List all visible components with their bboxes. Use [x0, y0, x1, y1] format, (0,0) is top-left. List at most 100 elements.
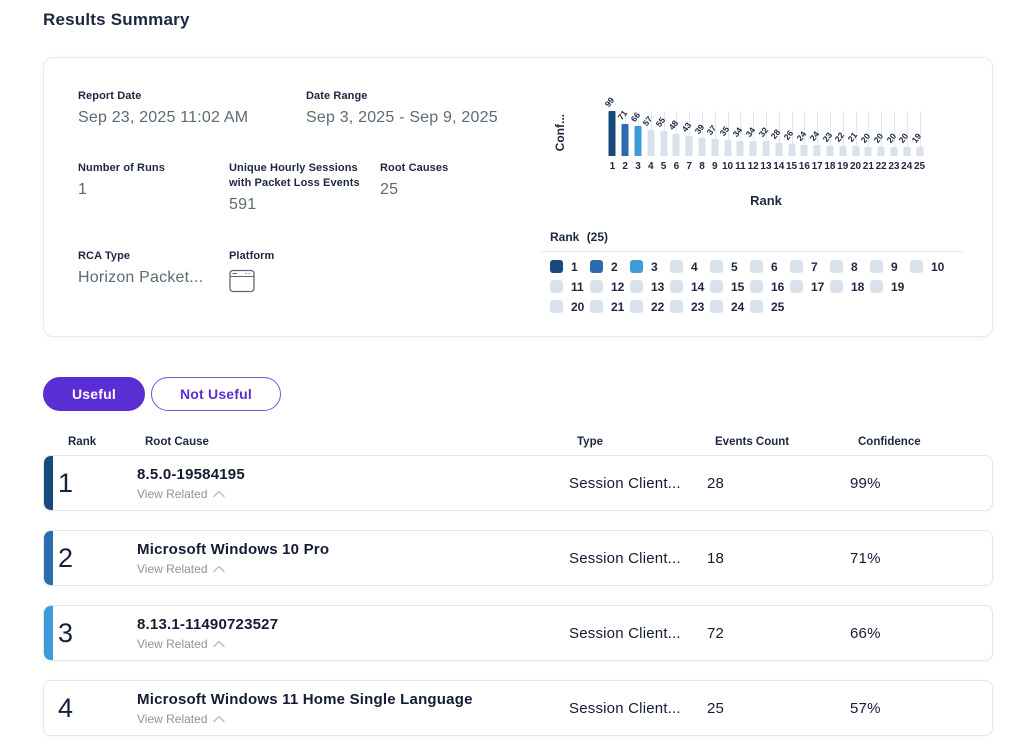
bar-rank-18[interactable]	[826, 146, 833, 156]
root-cause-name: Microsoft Windows 11 Home Single Languag…	[137, 691, 569, 708]
field-unique-sessions: Unique Hourly Sessions with Packet Loss …	[229, 161, 369, 214]
bar-cell: 55	[657, 111, 670, 156]
legend-item-rank-13[interactable]: 13	[630, 280, 670, 293]
legend-item-rank-18[interactable]: 18	[830, 280, 870, 293]
bar-rank-6[interactable]	[673, 134, 680, 156]
row-confidence: 66%	[850, 625, 992, 642]
bar-rank-7[interactable]	[686, 136, 693, 156]
bar-stem-line	[792, 111, 793, 144]
bar-rank-23[interactable]	[890, 147, 897, 156]
legend-item-label: 20	[571, 301, 584, 313]
legend-item-rank-23[interactable]: 23	[670, 300, 710, 313]
bar-rank-3[interactable]	[634, 126, 641, 156]
chart-legend: Rank (25) 123456789101112131415161718192…	[541, 230, 963, 320]
row-events-count: 25	[707, 700, 850, 717]
bar-stem-line	[779, 111, 780, 143]
bar-value-label: 24	[808, 129, 821, 142]
view-related-link[interactable]: View Related	[137, 637, 569, 651]
legend-swatch	[750, 300, 763, 313]
bar-rank-21[interactable]	[865, 147, 872, 156]
bar-rank-17[interactable]	[814, 145, 821, 156]
bar-stem-line	[740, 111, 741, 141]
x-tick-label: 2	[619, 162, 632, 172]
bar-rank-16[interactable]	[801, 145, 808, 156]
useful-button[interactable]: Useful	[43, 377, 145, 411]
legend-item-label: 4	[691, 261, 698, 273]
row-type: Session Client...	[569, 475, 707, 492]
x-tick-label: 5	[657, 162, 670, 172]
view-related-link[interactable]: View Related	[137, 562, 569, 576]
bar-rank-13[interactable]	[762, 141, 769, 156]
bar-rank-19[interactable]	[839, 146, 846, 156]
legend-item-rank-14[interactable]: 14	[670, 280, 710, 293]
bar-rank-1[interactable]	[609, 111, 616, 156]
bar-rank-12[interactable]	[750, 141, 757, 156]
bar-rank-2[interactable]	[622, 124, 629, 156]
bar-cell: 24	[811, 111, 824, 156]
chart-x-tick-labels: 1234567891011121314151617181920212223242…	[606, 162, 926, 172]
legend-item-rank-19[interactable]: 19	[870, 280, 910, 293]
legend-item-rank-1[interactable]: 1	[550, 260, 590, 273]
bar-rank-24[interactable]	[903, 147, 910, 156]
x-tick-label: 20	[849, 162, 862, 172]
view-related-link[interactable]: View Related	[137, 712, 569, 726]
legend-swatch	[750, 280, 763, 293]
view-related-link[interactable]: View Related	[137, 487, 569, 501]
bar-rank-11[interactable]	[737, 141, 744, 156]
legend-item-label: 9	[891, 261, 898, 273]
legend-item-rank-16[interactable]: 16	[750, 280, 790, 293]
confidence-bar-chart: Conf... 99716657554843393735343432282624…	[541, 58, 994, 338]
legend-item-rank-12[interactable]: 12	[590, 280, 630, 293]
chart-y-axis-label: Conf...	[553, 103, 567, 163]
bar-rank-22[interactable]	[878, 147, 885, 156]
bar-value-label: 34	[731, 125, 744, 138]
legend-item-rank-20[interactable]: 20	[550, 300, 590, 313]
legend-item-rank-9[interactable]: 9	[870, 260, 910, 273]
legend-item-label: 2	[611, 261, 618, 273]
bar-cell: 99	[606, 111, 619, 156]
row-root-cause: Microsoft Windows 11 Home Single Languag…	[137, 691, 569, 726]
bar-stem-line	[753, 111, 754, 141]
table-row-rank-3: 38.13.1-11490723527View RelatedSession C…	[43, 605, 993, 661]
not-useful-button[interactable]: Not Useful	[151, 377, 281, 411]
bar-rank-4[interactable]	[647, 130, 654, 156]
legend-swatch	[910, 260, 923, 273]
bar-rank-10[interactable]	[724, 140, 731, 156]
legend-item-label: 24	[731, 301, 744, 313]
legend-item-rank-5[interactable]: 5	[710, 260, 750, 273]
bar-rank-9[interactable]	[711, 139, 718, 156]
legend-swatch	[710, 280, 723, 293]
legend-item-rank-25[interactable]: 25	[750, 300, 790, 313]
legend-item-rank-6[interactable]: 6	[750, 260, 790, 273]
legend-item-label: 5	[731, 261, 738, 273]
bar-rank-8[interactable]	[698, 138, 705, 156]
legend-item-rank-11[interactable]: 11	[550, 280, 590, 293]
legend-swatch	[790, 280, 803, 293]
bar-rank-5[interactable]	[660, 131, 667, 156]
field-value: 25	[380, 181, 448, 199]
bar-rank-15[interactable]	[788, 144, 795, 156]
legend-item-rank-2[interactable]: 2	[590, 260, 630, 273]
legend-item-rank-15[interactable]: 15	[710, 280, 750, 293]
bar-value-label: 19	[910, 131, 923, 144]
row-events-count: 72	[707, 625, 850, 642]
legend-item-rank-10[interactable]: 10	[910, 260, 950, 273]
row-rank: 2	[58, 545, 137, 572]
legend-item-rank-24[interactable]: 24	[710, 300, 750, 313]
legend-item-rank-21[interactable]: 21	[590, 300, 630, 313]
bar-cell: 39	[696, 111, 709, 156]
legend-item-rank-4[interactable]: 4	[670, 260, 710, 273]
rank-color-stripe	[44, 531, 53, 585]
bar-rank-14[interactable]	[775, 143, 782, 156]
legend-item-rank-17[interactable]: 17	[790, 280, 830, 293]
legend-item-rank-7[interactable]: 7	[790, 260, 830, 273]
x-tick-label: 3	[632, 162, 645, 172]
bar-rank-20[interactable]	[852, 146, 859, 156]
view-related-label: View Related	[137, 487, 208, 501]
legend-swatch	[710, 300, 723, 313]
bar-chart-bars: 9971665755484339373534343228262424232221…	[606, 111, 926, 156]
legend-item-rank-22[interactable]: 22	[630, 300, 670, 313]
legend-item-rank-8[interactable]: 8	[830, 260, 870, 273]
bar-rank-25[interactable]	[916, 147, 923, 156]
legend-item-rank-3[interactable]: 3	[630, 260, 670, 273]
